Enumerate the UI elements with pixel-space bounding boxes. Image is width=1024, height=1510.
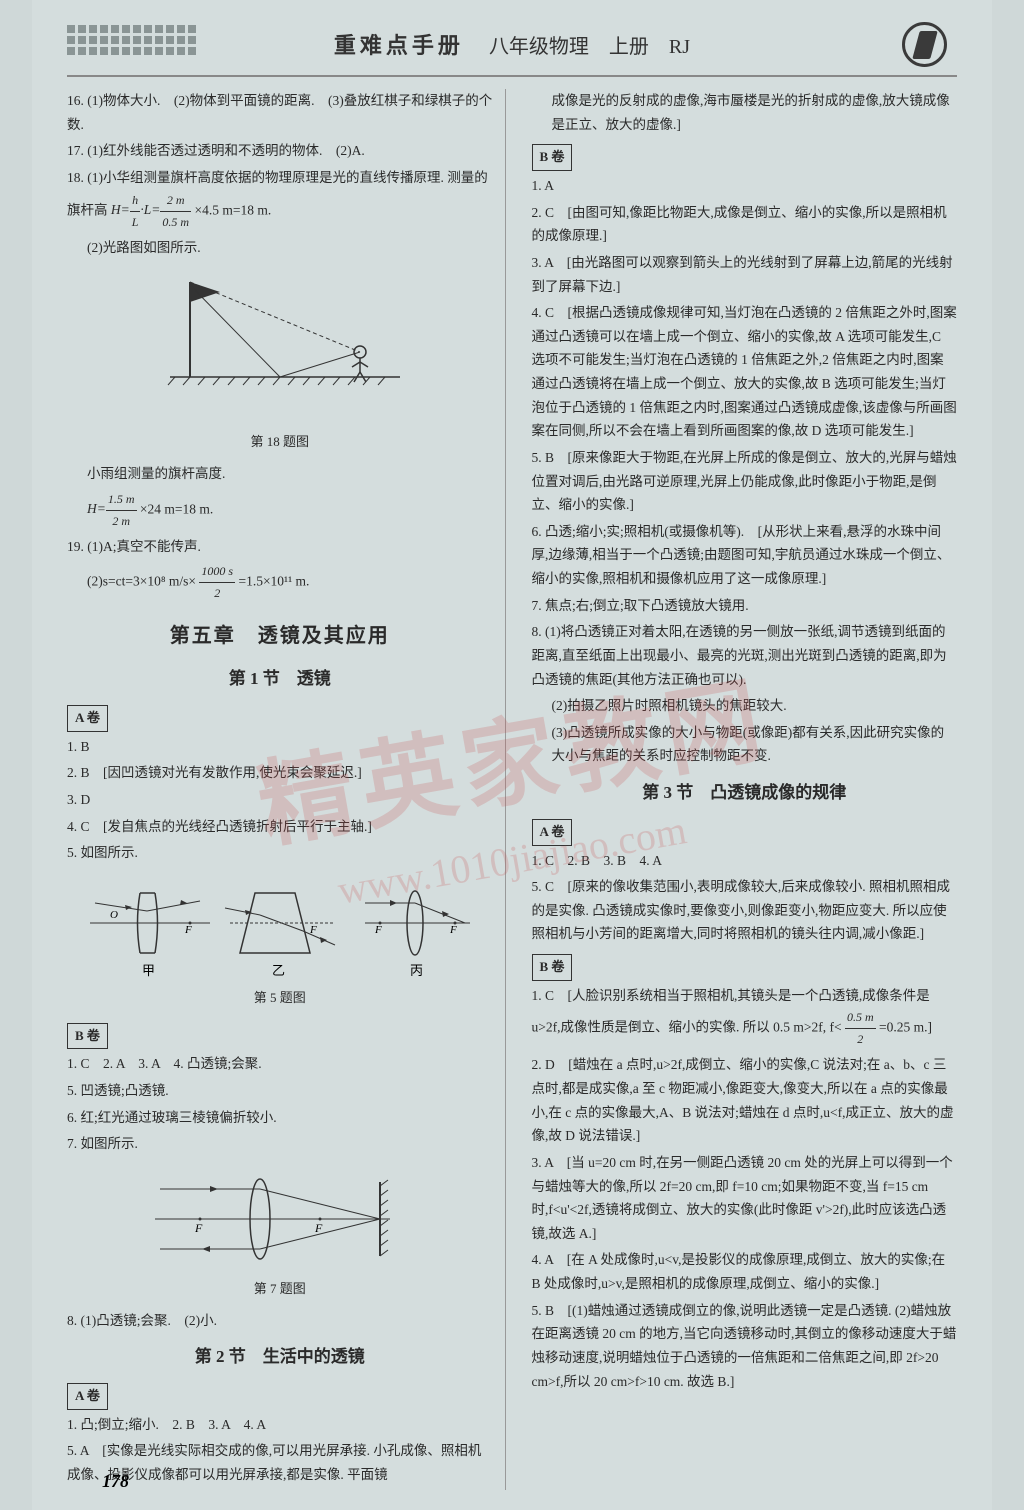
q18-formula: H=hL·L=2 m0.5 m	[111, 202, 191, 217]
b53-5: 5. B [(1)蜡烛通过透镜成倒立的像,说明此透镜一定是凸透镜. (2)蜡烛放…	[532, 1299, 958, 1394]
a52-5: 5. A [实像是光线实际相交成的像,可以用光屏承接. 小孔成像、照相机成像、投…	[67, 1439, 493, 1486]
label-a-2: A 卷	[67, 1383, 108, 1410]
q18-part2: (2)光路图如图所示.	[67, 236, 493, 260]
svg-text:丙: 丙	[410, 963, 423, 978]
a53-5: 5. C [原来的像收集范围小,表明成像较大,后来成像较小. 照相机照相成的是实…	[532, 875, 958, 946]
svg-text:F: F	[374, 924, 382, 936]
b51-8: 8. (1)凸透镜;会聚. (2)小.	[67, 1309, 493, 1333]
section-5-1-title: 第 1 节 透镜	[67, 664, 493, 694]
svg-text:乙: 乙	[272, 963, 285, 978]
section-5-3-title: 第 3 节 凸透镜成像的规律	[532, 778, 958, 808]
figure-5: O F 甲 F 乙	[67, 873, 493, 1010]
b53-2: 2. D [蜡烛在 a 点时,u>2f,成倒立、缩小的实像,C 说法对;在 a、…	[532, 1053, 958, 1148]
q18-part3b: H=1.5 m2 m ×24 m=18 m.	[67, 489, 493, 532]
right-column: 成像是光的反射成的虚像,海市蜃楼是光的折射成的虚像,放大镜成像是正立、放大的虚像…	[526, 89, 958, 1490]
page-container: 精英家教网 www.1010jiajiao.com 重难点手册 八年级物理 上册…	[32, 0, 992, 1510]
b52-6: 6. 凸透;缩小;实;照相机(或摄像机等). [从形状上来看,悬浮的水珠中间厚,…	[532, 520, 958, 591]
b52-4: 4. C [根据凸透镜成像规律可知,当灯泡在凸透镜的 2 倍焦距之外时,图案通过…	[532, 301, 958, 443]
header-title: 重难点手册	[334, 28, 464, 60]
label-a-3: A 卷	[532, 819, 573, 846]
b53-4: 4. A [在 A 处成像时,u<v,是投影仪的成像原理,成倒立、放大的实像;在…	[532, 1248, 958, 1295]
svg-text:O: O	[110, 909, 118, 921]
section-5-2-title: 第 2 节 生活中的透镜	[67, 1342, 493, 1372]
b52-3: 3. A [由光路图可以观察到箭头上的光线射到了屏幕上边,箭尾的光线射到了屏幕下…	[532, 251, 958, 298]
cont-text: 成像是光的反射成的虚像,海市蜃楼是光的折射成的虚像,放大镜成像是正立、放大的虚像…	[532, 89, 958, 136]
q16: 16. (1)物体大小. (2)物体到平面镜的距离. (3)叠放红棋子和绿棋子的…	[67, 89, 493, 136]
logo-icon	[902, 22, 947, 67]
chapter-5-title: 第五章 透镜及其应用	[67, 619, 493, 654]
b51-7: 7. 如图所示.	[67, 1132, 493, 1156]
fig18-caption: 第 18 题图	[67, 431, 493, 454]
b52-2: 2. C [由图可知,像距比物距大,成像是倒立、缩小的实像,所以是照相机的成像原…	[532, 201, 958, 248]
b53-1-textb: =0.25 m.]	[879, 1020, 932, 1035]
fig5-svg: O F 甲 F 乙	[80, 873, 480, 983]
q17: 17. (1)红外线能否透过透明和不透明的物体. (2)A.	[67, 139, 493, 163]
b51-5: 5. 凹透镜;凸透镜.	[67, 1079, 493, 1103]
label-b-2: B 卷	[532, 144, 573, 171]
page-header: 重难点手册 八年级物理 上册 RJ	[67, 20, 957, 77]
b51-1: 1. C 2. A 3. A 4. 凸透镜;会聚.	[67, 1052, 493, 1076]
a53-1: 1. C 2. B 3. B 4. A	[532, 849, 958, 873]
b52-8-2: (2)拍摄乙照片时照相机镜头的焦距较大.	[532, 694, 958, 718]
svg-text:F: F	[309, 924, 317, 936]
q19-part1: 19. (1)A;真空不能传声.	[67, 535, 493, 559]
content-columns: 16. (1)物体大小. (2)物体到平面镜的距离. (3)叠放红棋子和绿棋子的…	[67, 89, 957, 1490]
b53-1: 1. C [人脸识别系统相当于照相机,其镜头是一个凸透镜,成像条件是 u>2f,…	[532, 984, 958, 1051]
q19-textb: =1.5×10¹¹ m.	[238, 574, 309, 589]
svg-text:甲: 甲	[142, 963, 155, 978]
b52-8-3: (3)凸透镜所成实像的大小与物距(或像距)都有关系,因此研究实像的大小与焦距的关…	[532, 721, 958, 768]
q19-part2: (2)s=ct=3×10⁸ m/s× 1000 s2 =1.5×10¹¹ m.	[67, 561, 493, 604]
header-dot-pattern	[67, 25, 196, 55]
figure-7: F F 第 7 题图	[67, 1164, 493, 1301]
a52-1: 1. 凸;倒立;缩小. 2. B 3. A 4. A	[67, 1413, 493, 1437]
fig7-svg: F F	[140, 1164, 420, 1274]
b52-5: 5. B [原来像距大于物距,在光屏上所成的像是倒立、放大的,光屏与蜡烛位置对调…	[532, 446, 958, 517]
a51-4: 4. C [发自焦点的光线经凸透镜折射后平行于主轴.]	[67, 815, 493, 839]
b51-6: 6. 红;红光通过玻璃三棱镜偏折较小.	[67, 1106, 493, 1130]
a51-1: 1. B	[67, 735, 493, 759]
svg-text:F: F	[314, 1221, 323, 1235]
label-a-1: A 卷	[67, 705, 108, 732]
q19-text: (2)s=ct=3×10⁸ m/s×	[87, 574, 196, 589]
page-number: 178	[102, 1471, 129, 1492]
q18-text-b: ×4.5 m=18 m.	[194, 202, 271, 217]
svg-text:F: F	[449, 924, 457, 936]
label-b-1: B 卷	[67, 1023, 108, 1050]
q19-frac: 1000 s2	[199, 574, 235, 589]
q18-part1: 18. (1)小华组测量旗杆高度依据的物理原理是光的直线传播原理. 测量的旗杆高…	[67, 166, 493, 233]
q18-part3a: 小雨组测量的旗杆高度.	[67, 462, 493, 486]
a51-3: 3. D	[67, 788, 493, 812]
fig5-caption: 第 5 题图	[67, 987, 493, 1010]
header-subtitle: 八年级物理 上册 RJ	[489, 30, 690, 59]
svg-text:F: F	[194, 1221, 203, 1235]
a51-2: 2. B [因凹透镜对光有发散作用,使光束会聚延迟.]	[67, 761, 493, 785]
figure-18: 第 18 题图	[67, 267, 493, 454]
q18-formula2: H=1.5 m2 m	[87, 501, 137, 516]
label-b-3: B 卷	[532, 954, 573, 981]
left-column: 16. (1)物体大小. (2)物体到平面镜的距离. (3)叠放红棋子和绿棋子的…	[67, 89, 506, 1490]
b52-1: 1. A	[532, 174, 958, 198]
b53-1-frac: 0.5 m2	[845, 1020, 876, 1035]
fig18-svg	[150, 267, 410, 427]
a51-5: 5. 如图所示.	[67, 841, 493, 865]
fig7-caption: 第 7 题图	[67, 1278, 493, 1301]
b53-3: 3. A [当 u=20 cm 时,在另一侧距凸透镜 20 cm 处的光屏上可以…	[532, 1151, 958, 1246]
b52-7: 7. 焦点;右;倒立;取下凸透镜放大镜用.	[532, 594, 958, 618]
q18-text3b: ×24 m=18 m.	[140, 501, 213, 516]
b52-8: 8. (1)将凸透镜正对着太阳,在透镜的另一侧放一张纸,调节透镜到纸面的距离,直…	[532, 620, 958, 691]
svg-text:F: F	[184, 924, 192, 936]
